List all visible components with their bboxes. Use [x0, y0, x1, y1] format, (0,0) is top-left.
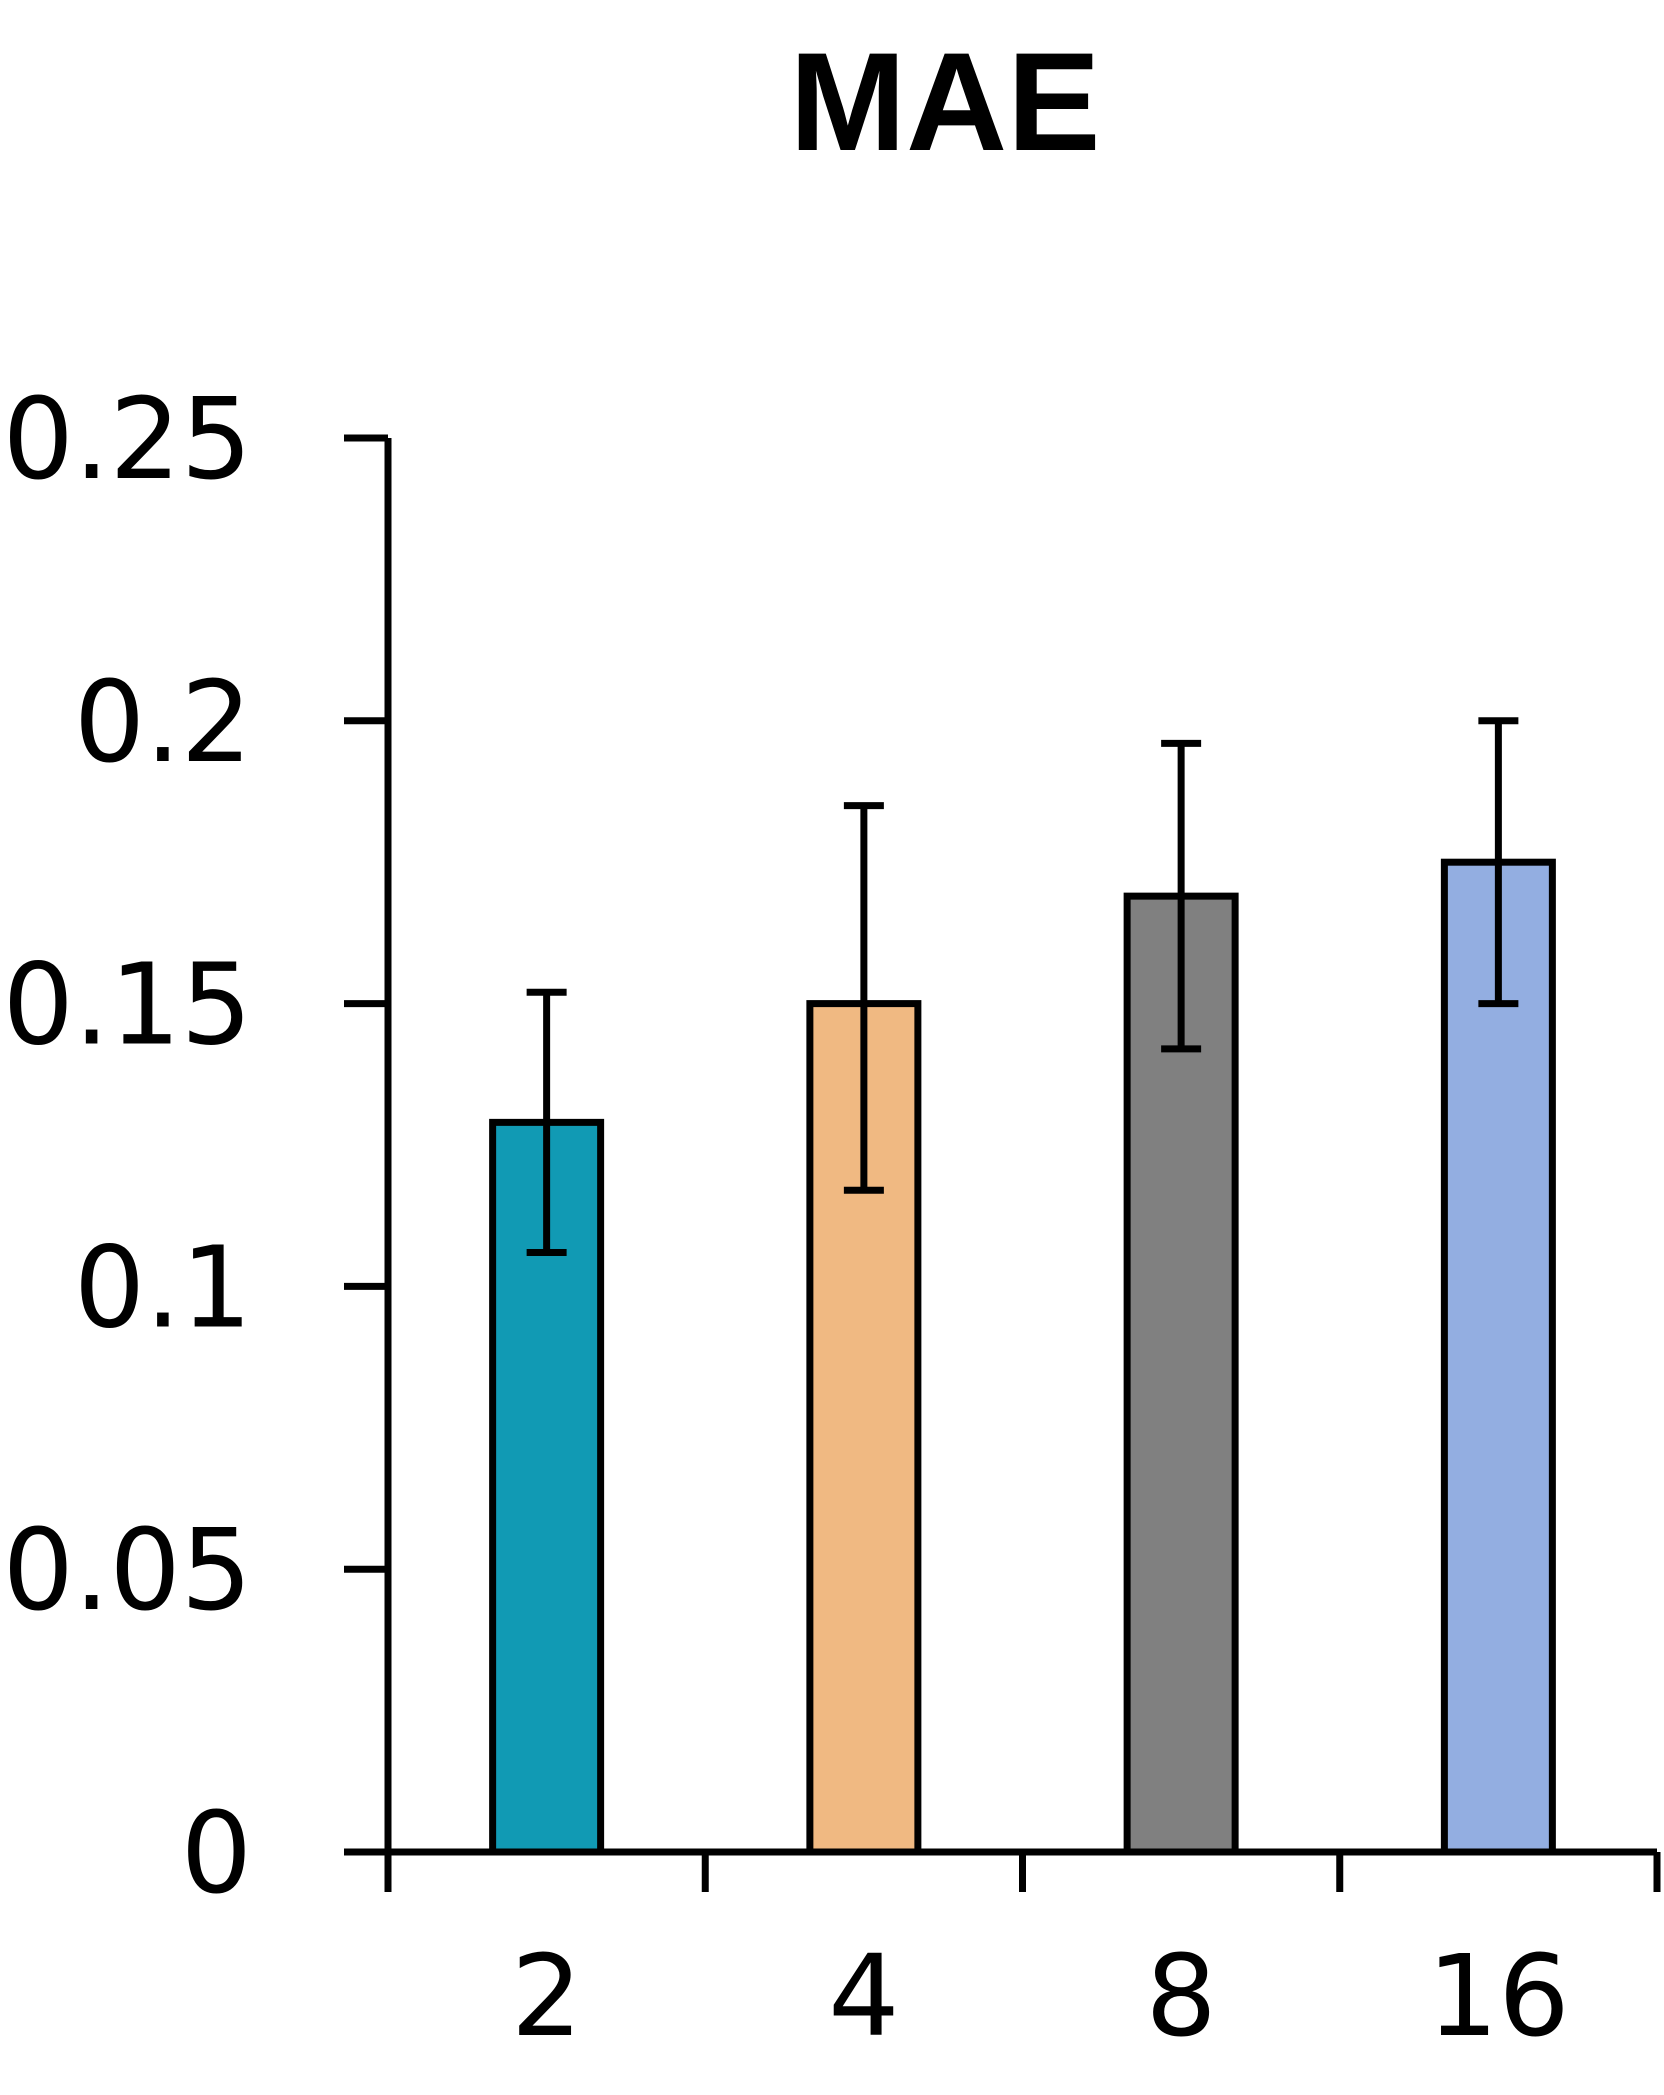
y-tick-label-0.1: 0.1 — [74, 1223, 252, 1353]
axes-group — [344, 438, 1657, 1892]
error-bars-group — [526, 717, 1519, 1256]
bar-16 — [1440, 858, 1556, 1856]
y-tick-label-0.05: 0.05 — [3, 1506, 252, 1636]
x-tick-label-16: 16 — [1427, 1932, 1570, 2062]
y-tick-label-0.25: 0.25 — [3, 375, 252, 505]
y-ticks-group: 0 0.05 0.1 0.15 0.2 0.25 — [3, 375, 388, 1919]
x-tick-label-4: 4 — [828, 1932, 899, 2062]
y-tick-label-0.15: 0.15 — [3, 941, 252, 1071]
x-tick-label-8: 8 — [1145, 1932, 1216, 2062]
x-ticks-group: 2 4 8 16 — [511, 1852, 1661, 2062]
bars-group — [489, 858, 1556, 1856]
chart-title: MAE — [789, 23, 1100, 180]
y-tick-label-0: 0 — [181, 1789, 252, 1919]
y-tick-label-0.2: 0.2 — [74, 658, 252, 788]
x-tick-label-2: 2 — [511, 1932, 582, 2062]
